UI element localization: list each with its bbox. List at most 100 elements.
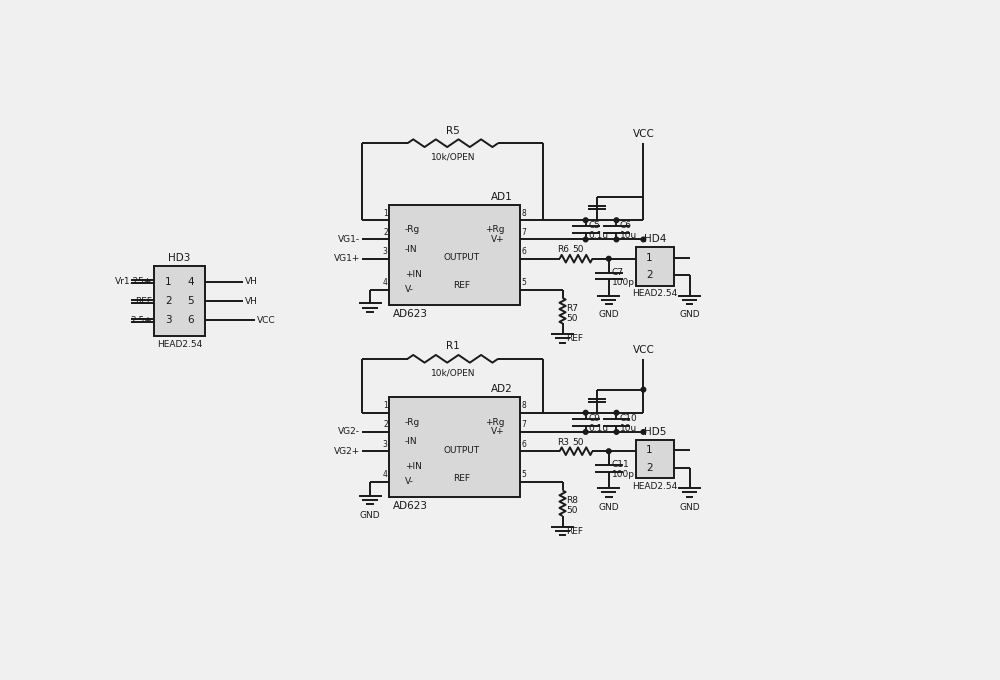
Text: 3: 3 xyxy=(165,316,172,326)
Text: C7: C7 xyxy=(612,268,624,277)
Text: HD3: HD3 xyxy=(168,254,191,263)
Text: REF: REF xyxy=(566,334,583,343)
Text: GND: GND xyxy=(679,310,700,320)
Text: Vr1.25+: Vr1.25+ xyxy=(115,277,152,286)
Text: GND: GND xyxy=(360,511,380,520)
Text: AD2: AD2 xyxy=(491,384,512,394)
Text: 8: 8 xyxy=(522,401,526,410)
Text: OUTPUT: OUTPUT xyxy=(443,253,479,262)
Text: R3: R3 xyxy=(557,438,569,447)
Text: V-: V- xyxy=(405,285,414,294)
Text: 8: 8 xyxy=(522,209,526,218)
Circle shape xyxy=(614,430,619,435)
Text: HEAD2.54: HEAD2.54 xyxy=(157,339,202,349)
Text: -IN: -IN xyxy=(405,437,417,446)
Text: 1: 1 xyxy=(383,209,388,218)
Text: 2: 2 xyxy=(165,296,172,306)
Text: C10: C10 xyxy=(620,414,637,423)
Text: AD623: AD623 xyxy=(393,309,428,319)
Text: -Rg: -Rg xyxy=(405,418,420,427)
FancyBboxPatch shape xyxy=(389,205,520,305)
Text: 10k/OPEN: 10k/OPEN xyxy=(431,368,475,377)
Text: AD1: AD1 xyxy=(491,192,512,202)
Text: 6: 6 xyxy=(522,247,527,256)
Text: 2: 2 xyxy=(383,228,388,237)
Text: 3: 3 xyxy=(383,439,388,449)
Text: 50: 50 xyxy=(573,245,584,254)
Text: 2: 2 xyxy=(383,420,388,429)
Text: 2: 2 xyxy=(646,270,652,280)
Text: GND: GND xyxy=(598,503,619,512)
Text: GND: GND xyxy=(679,503,700,512)
Text: 2.5+: 2.5+ xyxy=(130,316,152,325)
Text: 50: 50 xyxy=(566,314,578,323)
Text: 2: 2 xyxy=(646,463,652,473)
Text: 10u: 10u xyxy=(620,424,637,433)
Text: R8: R8 xyxy=(566,496,578,505)
Text: +IN: +IN xyxy=(405,462,422,471)
Text: REF: REF xyxy=(453,474,470,483)
Circle shape xyxy=(606,256,611,261)
Text: VG2+: VG2+ xyxy=(334,447,360,456)
Text: +Rg: +Rg xyxy=(485,418,505,427)
Text: V+: V+ xyxy=(491,428,505,437)
Text: 1: 1 xyxy=(383,401,388,410)
Text: 1: 1 xyxy=(165,277,172,287)
Text: VG2-: VG2- xyxy=(338,428,360,437)
Text: REF: REF xyxy=(135,296,152,305)
Text: 4: 4 xyxy=(187,277,194,287)
Text: -Rg: -Rg xyxy=(405,225,420,235)
Text: 5: 5 xyxy=(522,471,527,479)
Text: 4: 4 xyxy=(383,278,388,287)
Text: 100p: 100p xyxy=(612,277,635,287)
Circle shape xyxy=(614,411,619,415)
Text: -: - xyxy=(595,192,599,203)
Text: 7: 7 xyxy=(522,228,527,237)
Text: REF: REF xyxy=(566,527,583,536)
Text: VCC: VCC xyxy=(632,345,654,355)
Text: C11: C11 xyxy=(612,460,630,469)
Text: 6: 6 xyxy=(187,316,194,326)
Circle shape xyxy=(641,388,646,392)
FancyBboxPatch shape xyxy=(389,397,520,497)
Text: 100p: 100p xyxy=(612,470,635,479)
Text: VCC: VCC xyxy=(632,129,654,139)
Text: -: - xyxy=(595,385,599,395)
Text: GND: GND xyxy=(598,310,619,320)
Text: C5: C5 xyxy=(589,222,601,231)
Text: 10k/OPEN: 10k/OPEN xyxy=(431,152,475,161)
FancyBboxPatch shape xyxy=(636,440,674,478)
Text: 50: 50 xyxy=(566,507,578,515)
Text: V-: V- xyxy=(405,477,414,486)
Text: REF: REF xyxy=(453,281,470,290)
Text: HEAD2.54: HEAD2.54 xyxy=(632,482,678,491)
Circle shape xyxy=(583,411,588,415)
Text: -IN: -IN xyxy=(405,245,417,254)
Text: 6: 6 xyxy=(522,439,527,449)
Text: VG1-: VG1- xyxy=(338,235,360,244)
Text: R7: R7 xyxy=(566,304,578,313)
Text: VG1+: VG1+ xyxy=(334,254,360,263)
Text: 5: 5 xyxy=(187,296,194,306)
Text: 1: 1 xyxy=(646,445,652,455)
Text: 0.1u: 0.1u xyxy=(589,231,609,241)
Circle shape xyxy=(583,237,588,242)
Text: C6: C6 xyxy=(620,222,632,231)
Text: 1: 1 xyxy=(646,252,652,262)
Text: 10u: 10u xyxy=(620,231,637,241)
Text: VH: VH xyxy=(245,277,258,286)
Text: 5: 5 xyxy=(522,278,527,287)
Circle shape xyxy=(614,237,619,242)
Circle shape xyxy=(583,218,588,222)
Text: 50: 50 xyxy=(573,438,584,447)
Text: R6: R6 xyxy=(557,245,569,254)
Text: R1: R1 xyxy=(446,341,460,351)
Text: AD623: AD623 xyxy=(393,501,428,511)
FancyBboxPatch shape xyxy=(636,247,674,286)
Text: 3: 3 xyxy=(383,247,388,256)
Text: R5: R5 xyxy=(446,126,460,135)
Text: OUTPUT: OUTPUT xyxy=(443,445,479,455)
Text: C9: C9 xyxy=(589,414,601,423)
Text: +IN: +IN xyxy=(405,269,422,279)
Text: V+: V+ xyxy=(491,235,505,244)
